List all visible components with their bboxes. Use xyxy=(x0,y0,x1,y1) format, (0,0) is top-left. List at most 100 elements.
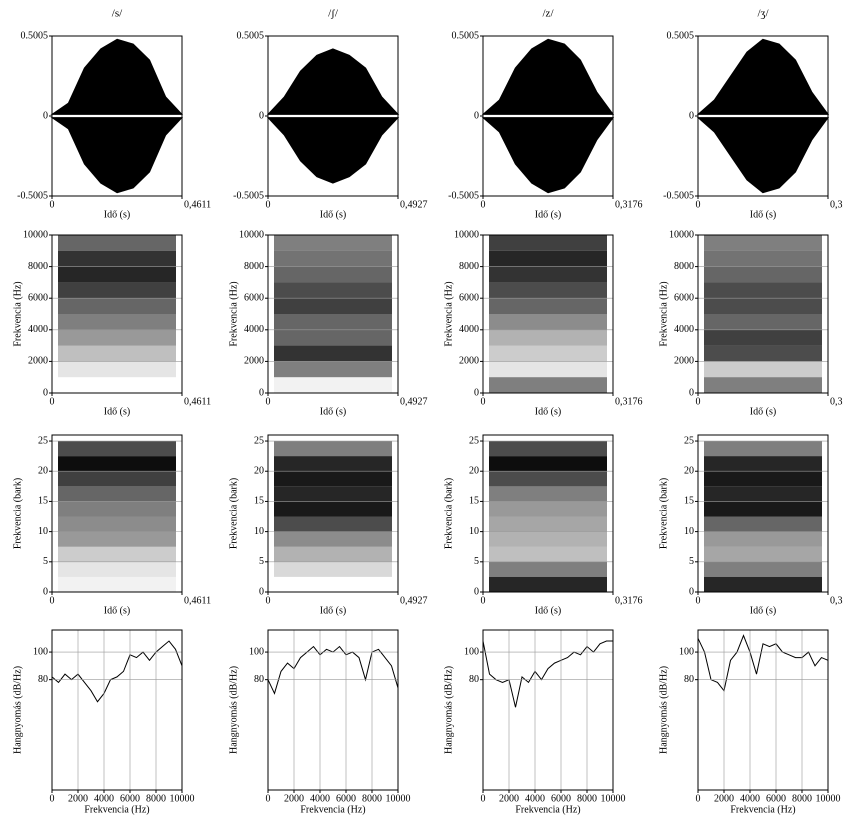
x-tick-label: 6000 xyxy=(766,793,786,804)
spectral-band xyxy=(489,377,607,393)
x-tick-label: 0 xyxy=(50,595,55,606)
waveform-lower xyxy=(696,117,830,194)
plot-frame xyxy=(51,35,183,197)
x-tick-label: 0,4927 xyxy=(400,595,428,606)
y-tick-label: 25 xyxy=(38,435,48,446)
y-tick-label: 2000 xyxy=(244,356,264,367)
spectral-band xyxy=(489,266,607,283)
y-tick-label: 0.5005 xyxy=(667,30,695,41)
spectral-band xyxy=(274,546,392,562)
spectral-band xyxy=(58,266,176,283)
y-tick-label: 80 xyxy=(684,674,694,685)
plot-frame xyxy=(697,35,829,197)
waveform-upper xyxy=(481,38,615,115)
y-tick-label: 2000 xyxy=(459,356,479,367)
spectrum-line xyxy=(267,645,399,695)
y-tick-label: 5 xyxy=(43,556,48,567)
x-tick-label: 0,3176 xyxy=(615,199,643,210)
x-axis-label: Idő (s) xyxy=(750,406,776,417)
spectral-band xyxy=(489,314,607,330)
x-tick-label: 0,3176 xyxy=(615,396,643,407)
y-tick-label: -0.5005 xyxy=(17,190,48,201)
x-tick-label: 0 xyxy=(696,199,701,210)
y-tick-label: 0 xyxy=(689,110,694,121)
spectral-band xyxy=(58,471,176,487)
x-tick-label: 0 xyxy=(696,793,701,804)
plot-frame xyxy=(51,629,183,791)
x-tick-label: 0,3176 xyxy=(615,595,643,606)
spectral-band xyxy=(274,501,392,517)
x-axis-label: Frekvencia (Hz) xyxy=(84,804,149,815)
spectral-band xyxy=(58,329,176,346)
x-tick-label: 10000 xyxy=(601,793,626,804)
y-tick-label: 4000 xyxy=(244,324,264,335)
spectral-band xyxy=(704,266,822,283)
waveform-upper xyxy=(266,48,400,115)
y-axis-label: Frekvencia (bark) xyxy=(443,478,454,549)
spectral-band xyxy=(274,314,392,330)
y-tick-label: 80 xyxy=(38,674,48,685)
y-tick-label: 15 xyxy=(38,496,48,507)
y-tick-label: 10 xyxy=(684,526,694,537)
x-axis-label: Idő (s) xyxy=(320,605,346,616)
spectral-band xyxy=(489,561,607,577)
x-tick-label: 0,4927 xyxy=(400,199,428,210)
spectral-band xyxy=(58,501,176,517)
spectral-band xyxy=(58,235,176,251)
y-tick-label: 20 xyxy=(38,466,48,477)
x-tick-label: 0,4611 xyxy=(184,396,211,407)
y-tick-label: 0 xyxy=(43,110,48,121)
y-tick-label: 0 xyxy=(259,110,264,121)
spectral-band xyxy=(58,345,176,362)
y-tick-label: 0 xyxy=(689,387,694,398)
spectral-band xyxy=(704,471,822,487)
spectral-band xyxy=(704,377,822,393)
y-tick-label: 5 xyxy=(689,556,694,567)
x-axis-label: Idő (s) xyxy=(535,406,561,417)
y-tick-label: 80 xyxy=(469,674,479,685)
plot-frame xyxy=(267,35,399,197)
y-axis-label: Frekvencia (bark) xyxy=(658,478,669,549)
x-tick-label: 6000 xyxy=(120,793,140,804)
waveform-lower xyxy=(50,117,184,194)
y-axis-label: Frekvencia (Hz) xyxy=(443,281,454,346)
x-tick-label: 4000 xyxy=(740,793,760,804)
y-axis-label: Frekvencia (Hz) xyxy=(12,281,23,346)
y-tick-label: 100 xyxy=(679,646,694,657)
y-tick-label: 0.5005 xyxy=(237,30,265,41)
spectral-band xyxy=(58,361,176,378)
column-title: /ʃ/ xyxy=(328,8,339,20)
spectral-band xyxy=(274,531,392,547)
x-tick-label: 2000 xyxy=(68,793,88,804)
spectral-band xyxy=(274,235,392,251)
spectral-band xyxy=(489,235,607,251)
spectral-band xyxy=(489,456,607,472)
y-tick-label: 8000 xyxy=(674,261,694,272)
x-tick-label: 0 xyxy=(50,199,55,210)
spectral-band xyxy=(274,329,392,346)
spectral-band xyxy=(274,516,392,532)
plot-frame xyxy=(267,434,399,593)
waveform-upper xyxy=(696,38,830,115)
y-tick-label: 100 xyxy=(249,646,264,657)
x-tick-label: 6000 xyxy=(336,793,356,804)
y-tick-label: 0.5005 xyxy=(21,30,49,41)
y-tick-label: 6000 xyxy=(28,292,48,303)
x-tick-label: 4000 xyxy=(310,793,330,804)
plot-frame xyxy=(697,434,829,593)
spectral-band xyxy=(274,561,392,577)
spectral-band xyxy=(489,361,607,378)
x-axis-label: Idő (s) xyxy=(535,209,561,220)
spectral-band xyxy=(489,516,607,532)
x-tick-label: 0 xyxy=(266,199,271,210)
spectral-band xyxy=(274,361,392,378)
spectral-band xyxy=(489,282,607,299)
x-tick-label: 2000 xyxy=(284,793,304,804)
x-tick-label: 0,3267 xyxy=(830,595,843,606)
spectral-band xyxy=(58,576,176,592)
waveform-lower xyxy=(266,117,400,184)
y-tick-label: 20 xyxy=(469,466,479,477)
spectral-band xyxy=(274,577,392,592)
y-tick-label: 2000 xyxy=(28,356,48,367)
spectral-band xyxy=(704,250,822,267)
